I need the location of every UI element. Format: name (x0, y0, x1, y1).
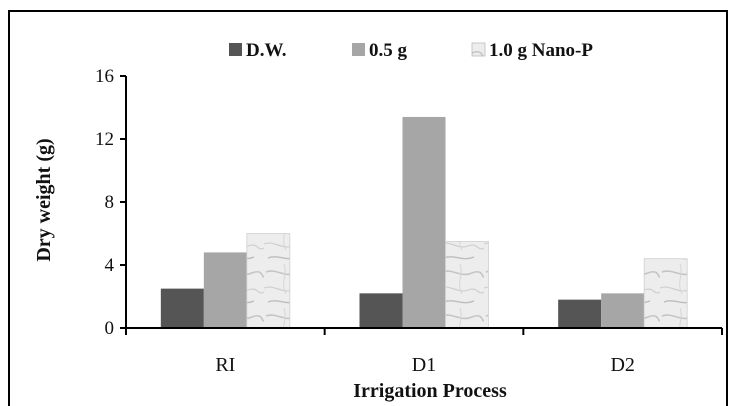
y-tick-label: 4 (105, 255, 115, 276)
x-tick-label: D2 (610, 354, 634, 376)
legend-label: 0.5 g (369, 40, 408, 61)
y-tick-label: 0 (105, 318, 115, 339)
legend-label: 1.0 g Nano-P (489, 40, 593, 61)
x-tick-label: D1 (412, 354, 436, 376)
y-tick-label: 12 (95, 129, 114, 150)
axes-group: 0 4 8 12 16 RI D1 D2 (95, 66, 723, 376)
bar-d2-series-3 (643, 258, 688, 329)
legend-swatch (229, 43, 242, 56)
bar-d1-series-3 (445, 240, 489, 329)
bar-ri-series-3 (246, 233, 291, 329)
y-tick-label: 8 (105, 192, 115, 213)
legend-swatch (352, 43, 365, 56)
x-axis-title: Irrigation Process (353, 380, 507, 402)
bar-ri-series-2 (203, 252, 247, 328)
legend-label: D.W. (246, 40, 286, 61)
bar-d1-series-1 (359, 293, 403, 328)
x-tick-label: RI (215, 354, 235, 376)
bars-group (160, 116, 688, 329)
y-tick-label: 16 (95, 66, 114, 87)
bar-d1-series-2 (402, 116, 446, 328)
legend: D.W. 0.5 g 1.0 g Nano-P (229, 40, 593, 61)
bar-d2-series-1 (558, 299, 602, 328)
legend-swatch (471, 42, 486, 57)
chart-frame (8, 10, 728, 406)
bar-ri-series-1 (160, 288, 204, 328)
bar-d2-series-2 (601, 293, 645, 328)
y-axis-title: Dry weight (g) (33, 138, 55, 261)
